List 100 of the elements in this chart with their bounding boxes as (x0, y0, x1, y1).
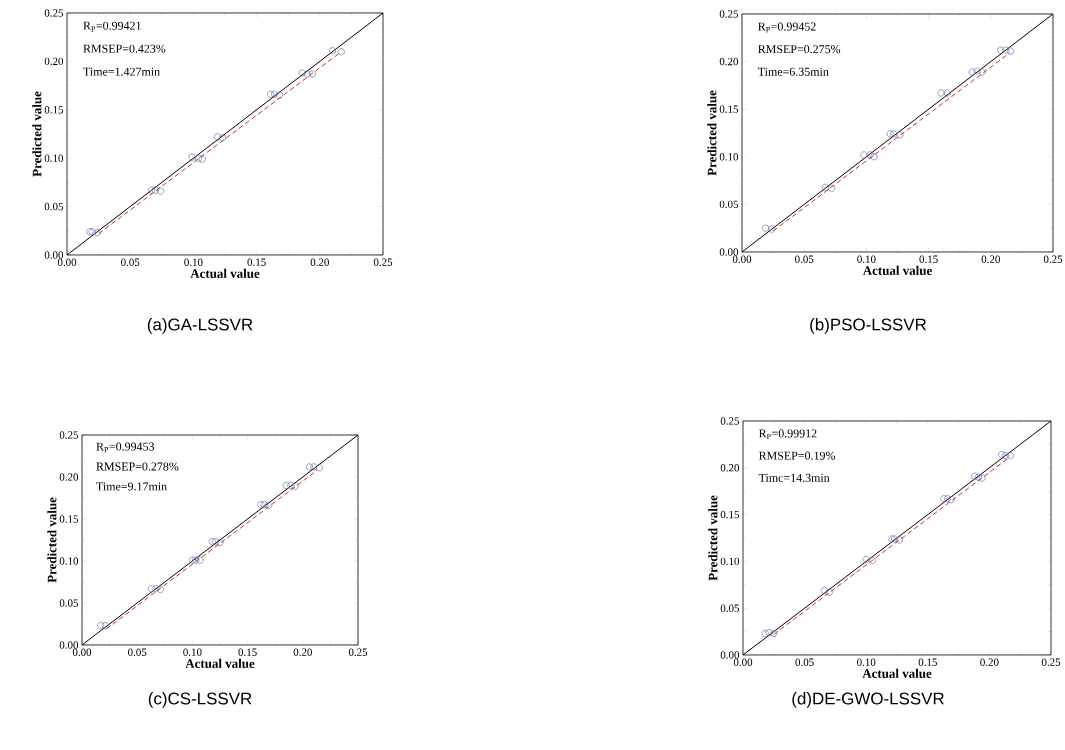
x-tick-label: 0.10 (184, 258, 203, 266)
point (891, 535, 899, 543)
point (1001, 452, 1009, 460)
point (260, 501, 268, 509)
point (337, 48, 345, 56)
point (298, 69, 306, 77)
point (97, 622, 105, 630)
point (828, 184, 836, 192)
y-tick-label: 0.20 (44, 57, 64, 66)
point (156, 586, 164, 594)
point (765, 629, 773, 637)
point (768, 225, 776, 233)
point (973, 67, 981, 75)
point (212, 538, 220, 546)
x-tick-label: 0.10 (857, 658, 876, 666)
y-tick-label: 0.15 (720, 510, 740, 519)
point (762, 224, 770, 232)
y-tick-label: 0.10 (44, 154, 64, 162)
point (940, 495, 948, 503)
point (1002, 46, 1010, 54)
y-tick-label: 0.05 (719, 200, 739, 209)
point (188, 153, 196, 161)
x-tick-label: 0.05 (795, 255, 814, 263)
x-tick-label: 0.20 (293, 648, 312, 656)
y-tick-label: 0.15 (719, 105, 739, 113)
point (148, 585, 156, 593)
y-tick-label: 0.25 (59, 431, 79, 439)
point (310, 463, 318, 471)
point (208, 538, 216, 546)
x-tick-label: 0.05 (128, 648, 147, 656)
point (198, 155, 206, 163)
point (761, 629, 769, 637)
y-tick-label: 0.20 (719, 57, 739, 66)
point (821, 183, 829, 191)
point (188, 556, 196, 564)
annotation: Time=6.35min (757, 67, 829, 76)
y-axis-title: Predicted value (707, 90, 717, 176)
x-axis-title: Actual value (185, 658, 255, 668)
y-tick-label: 0.10 (720, 557, 740, 566)
x-tick-label: 0.20 (981, 255, 1000, 263)
point (148, 186, 156, 194)
y-tick-label: 0.25 (44, 9, 64, 17)
point (308, 70, 316, 78)
point (870, 153, 878, 161)
point (287, 481, 295, 489)
point (868, 556, 876, 564)
point (152, 585, 160, 593)
y-tick-label: 0.15 (59, 515, 79, 523)
x-tick-label: 0.00 (72, 648, 92, 656)
y-axis-title: Predicted value (32, 91, 42, 177)
point (315, 464, 323, 472)
annotation: R$_{P}$=0.99453 (96, 442, 155, 453)
y-tick-label: 0.10 (719, 153, 739, 161)
x-tick-label: 0.00 (732, 255, 752, 263)
point (218, 134, 226, 142)
point (860, 151, 868, 159)
point (820, 586, 828, 594)
point (886, 130, 894, 138)
point (192, 556, 200, 564)
point (971, 472, 979, 480)
x-axis-title: Actual value (190, 268, 260, 278)
annotation: R$_{P}$=0.99421 (83, 21, 141, 32)
y-tick-label: 0.15 (44, 106, 64, 114)
y-axis-title: Predicted value (47, 497, 57, 583)
point (896, 131, 904, 139)
point (152, 186, 159, 194)
point (937, 89, 945, 97)
annotation: RMSEP=0.423% (83, 44, 166, 53)
annotation: Time=1.427min (83, 67, 160, 76)
text: (a)GA-LSSVR (147, 318, 253, 334)
x-tick-label: 0.10 (857, 255, 876, 263)
point (267, 90, 274, 98)
point (213, 133, 221, 141)
point (862, 556, 870, 563)
point (888, 535, 896, 543)
point (895, 536, 903, 544)
point (997, 46, 1005, 54)
annotation: RMSEP=0.275% (758, 45, 841, 54)
point (328, 47, 336, 55)
y-tick-label: 0.05 (59, 599, 79, 607)
point (270, 90, 278, 98)
point (825, 588, 833, 596)
point (974, 473, 982, 481)
point (93, 229, 101, 237)
point (944, 495, 952, 503)
x-tick-label: 0.05 (795, 658, 814, 666)
point (947, 496, 955, 504)
point (101, 622, 109, 630)
point (265, 502, 273, 510)
x-tick-label: 0.20 (980, 658, 999, 666)
text: (d)DE-GWO-LSSVR (792, 692, 944, 708)
y-tick-label: 0.05 (44, 202, 64, 211)
point (275, 91, 283, 99)
y-axis-title: Predicted value (708, 495, 718, 581)
y-tick-label: 0.20 (720, 464, 740, 472)
point (978, 474, 986, 482)
point (943, 89, 951, 97)
x-tick-label: 0.15 (919, 255, 938, 263)
x-axis-title: Actual value (862, 265, 932, 275)
annotation: Timc=14.3min (758, 473, 830, 482)
